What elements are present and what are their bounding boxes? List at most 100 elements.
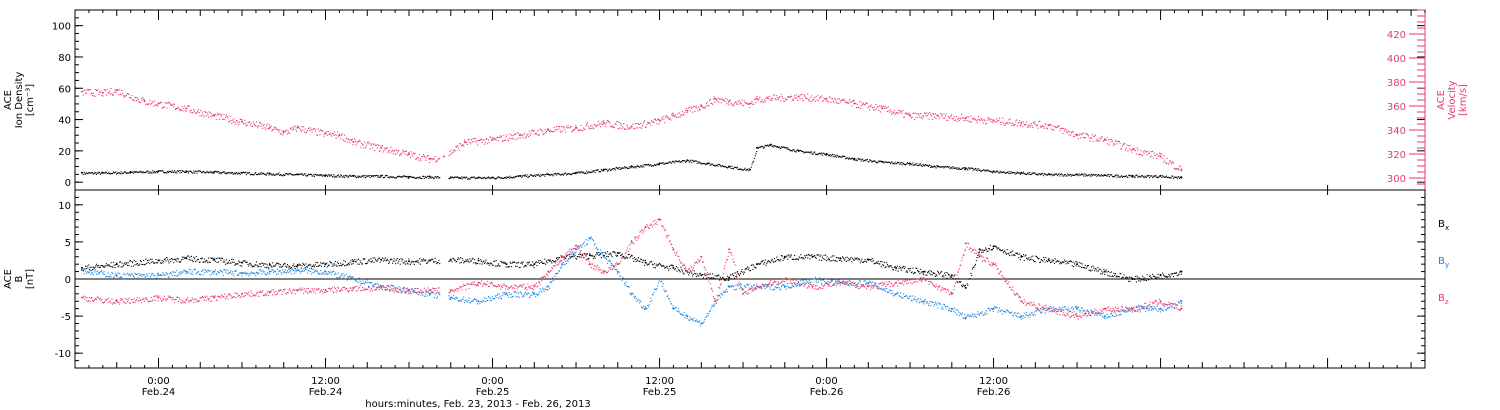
sample-dot	[644, 126, 646, 128]
sample-dot	[1058, 125, 1060, 127]
sample-dot	[146, 170, 149, 172]
sample-dot	[85, 270, 87, 272]
sample-dot	[930, 166, 932, 169]
sample-dot	[388, 261, 391, 263]
sample-dot	[384, 176, 386, 178]
sample-dot	[104, 273, 106, 276]
data-point	[352, 260, 355, 263]
sample-dot	[380, 174, 382, 176]
sample-dot	[240, 172, 242, 174]
sample-dot	[995, 170, 997, 172]
sample-dot	[948, 117, 950, 119]
sample-dot	[279, 174, 281, 176]
sample-dot	[128, 94, 130, 96]
sample-dot	[501, 141, 503, 143]
y2-tick-label: 300	[1387, 174, 1406, 185]
sample-dot	[773, 146, 775, 148]
sample-dot	[600, 171, 602, 173]
sample-dot	[459, 143, 461, 145]
sample-dot	[163, 106, 165, 108]
sample-dot	[612, 168, 614, 170]
sample-dot	[834, 260, 836, 262]
sample-dot	[589, 125, 592, 127]
sample-dot	[207, 262, 209, 264]
sample-dot	[927, 272, 929, 274]
sample-dot	[477, 177, 479, 179]
sample-dot	[211, 273, 213, 275]
sample-dot	[560, 174, 562, 176]
sample-dot	[953, 116, 955, 118]
sample-dot	[195, 170, 197, 172]
sample-dot	[101, 265, 103, 267]
sample-dot	[392, 149, 394, 152]
sample-dot	[479, 303, 481, 305]
sample-dot	[702, 162, 704, 165]
sample-dot	[998, 247, 1000, 249]
sample-dot	[717, 165, 719, 167]
sample-dot	[671, 265, 674, 267]
sample-dot	[1128, 174, 1130, 176]
sample-dot	[932, 165, 934, 168]
sample-dot	[638, 260, 640, 262]
sample-dot	[588, 127, 590, 129]
sample-dot	[285, 129, 287, 131]
sample-dot	[1046, 128, 1049, 130]
sample-dot	[1093, 135, 1095, 137]
sample-dot	[635, 167, 637, 169]
sample-dot	[339, 264, 341, 267]
sample-dot	[664, 267, 666, 269]
sample-dot	[525, 174, 527, 176]
sample-dot	[402, 175, 404, 177]
sample-dot	[435, 176, 437, 178]
sample-dot	[690, 106, 692, 108]
sample-dot	[949, 276, 951, 278]
data-point	[143, 100, 146, 103]
sample-dot	[1149, 175, 1151, 177]
sample-dot	[925, 164, 927, 166]
sample-dot	[359, 140, 361, 142]
sample-dot	[778, 97, 780, 99]
sample-dot	[664, 116, 667, 118]
sample-dot	[514, 177, 516, 179]
sample-dot	[1031, 172, 1033, 174]
sample-dot	[254, 124, 256, 126]
sample-dot	[511, 176, 513, 179]
sample-dot	[823, 152, 825, 154]
sample-dot	[399, 153, 401, 155]
sample-dot	[525, 291, 527, 293]
sample-dot	[392, 260, 394, 262]
sample-dot	[357, 258, 360, 260]
sample-dot	[678, 160, 680, 162]
sample-dot	[1176, 275, 1178, 277]
sample-dot	[721, 98, 723, 101]
sample-dot	[767, 145, 769, 147]
sample-dot	[623, 166, 626, 168]
sample-dot	[643, 166, 645, 168]
sample-dot	[189, 272, 191, 274]
sample-dot	[157, 170, 159, 172]
sample-dot	[539, 176, 541, 178]
sample-dot	[336, 176, 338, 178]
sample-dot	[738, 168, 740, 170]
sample-dot	[493, 177, 495, 179]
sample-dot	[1048, 257, 1050, 260]
sample-dot	[1022, 121, 1025, 123]
sample-dot	[670, 119, 672, 121]
sample-dot	[218, 272, 220, 274]
sample-dot	[750, 269, 752, 271]
sample-dot	[139, 274, 141, 276]
sample-dot	[180, 261, 182, 263]
sample-dot	[743, 273, 745, 275]
sample-dot	[188, 105, 190, 107]
sample-dot	[1159, 278, 1161, 280]
sample-dot	[1104, 138, 1106, 140]
sample-dot	[449, 178, 451, 180]
sample-dot	[1010, 122, 1012, 124]
sample-dot	[553, 261, 555, 263]
sample-dot	[715, 165, 718, 167]
sample-dot	[634, 256, 636, 259]
sample-dot	[790, 95, 793, 97]
sample-dot	[198, 112, 200, 114]
sample-dot	[150, 261, 152, 263]
sample-dot	[1176, 168, 1178, 170]
